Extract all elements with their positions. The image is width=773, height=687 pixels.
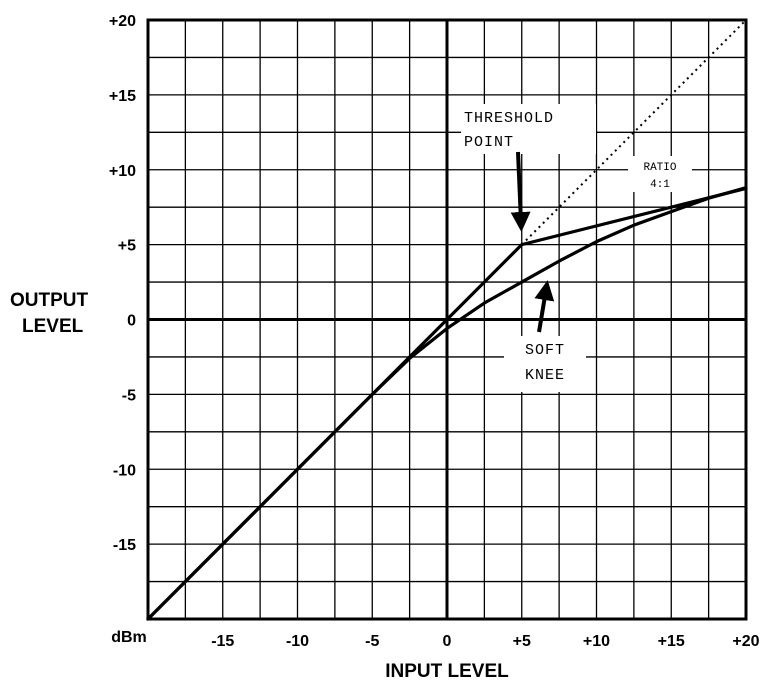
y-tick-label: +5 bbox=[118, 238, 136, 255]
threshold-label-line-2: POINT bbox=[464, 134, 514, 151]
axes: -15 -10 -5 0 +5 +10 +15 +20 +20 +15 +10 +5 0 -5 -10 -15 bbox=[109, 13, 760, 650]
series-line-1 bbox=[521, 19, 747, 246]
threshold-label-bg bbox=[461, 104, 596, 154]
ratio-label-line-1: RATIO bbox=[643, 162, 676, 174]
y-tick-label: +15 bbox=[109, 88, 136, 105]
soft-knee-label-bg bbox=[504, 336, 586, 392]
x-tick-label: -15 bbox=[211, 633, 234, 650]
x-tick-label: 0 bbox=[443, 633, 452, 650]
y-tick-label: +20 bbox=[109, 13, 136, 30]
soft-knee-label-line-1: SOFT bbox=[525, 342, 565, 359]
threshold-label-line-1: THRESHOLD bbox=[464, 110, 554, 127]
threshold-arrow bbox=[510, 151, 531, 232]
soft-knee-arrow bbox=[534, 280, 555, 333]
x-tick-label: +15 bbox=[658, 633, 685, 650]
soft-knee-label-line-2: KNEE bbox=[525, 367, 565, 384]
y-tick-label: -10 bbox=[113, 462, 136, 479]
x-tick-label: -10 bbox=[286, 633, 309, 650]
x-tick-label: +5 bbox=[513, 633, 531, 650]
x-tick-label: +10 bbox=[583, 633, 610, 650]
x-tick-label: +20 bbox=[732, 633, 759, 650]
y-tick-label: -5 bbox=[122, 387, 136, 404]
x-tick-label: -5 bbox=[365, 633, 379, 650]
ratio-label-line-2: 4:1 bbox=[650, 179, 670, 191]
ratio-annotation: RATIO 4:1 bbox=[628, 156, 692, 192]
series-line-2 bbox=[146, 186, 748, 621]
y-tick-label: +10 bbox=[109, 163, 136, 180]
series-layer bbox=[146, 19, 748, 621]
y-tick-label: -15 bbox=[113, 537, 136, 554]
x-axis-title: INPUT LEVEL bbox=[385, 661, 509, 682]
threshold-annotation: THRESHOLD POINT bbox=[461, 104, 596, 232]
ratio-label-bg bbox=[628, 156, 692, 192]
unit-label: dBm bbox=[111, 629, 147, 646]
soft-knee-annotation: SOFT KNEE bbox=[504, 280, 586, 392]
y-axis-title-line-2: LEVEL bbox=[22, 316, 84, 337]
y-tick-label: 0 bbox=[127, 313, 136, 330]
y-axis-title-line-1: OUTPUT bbox=[10, 290, 89, 311]
